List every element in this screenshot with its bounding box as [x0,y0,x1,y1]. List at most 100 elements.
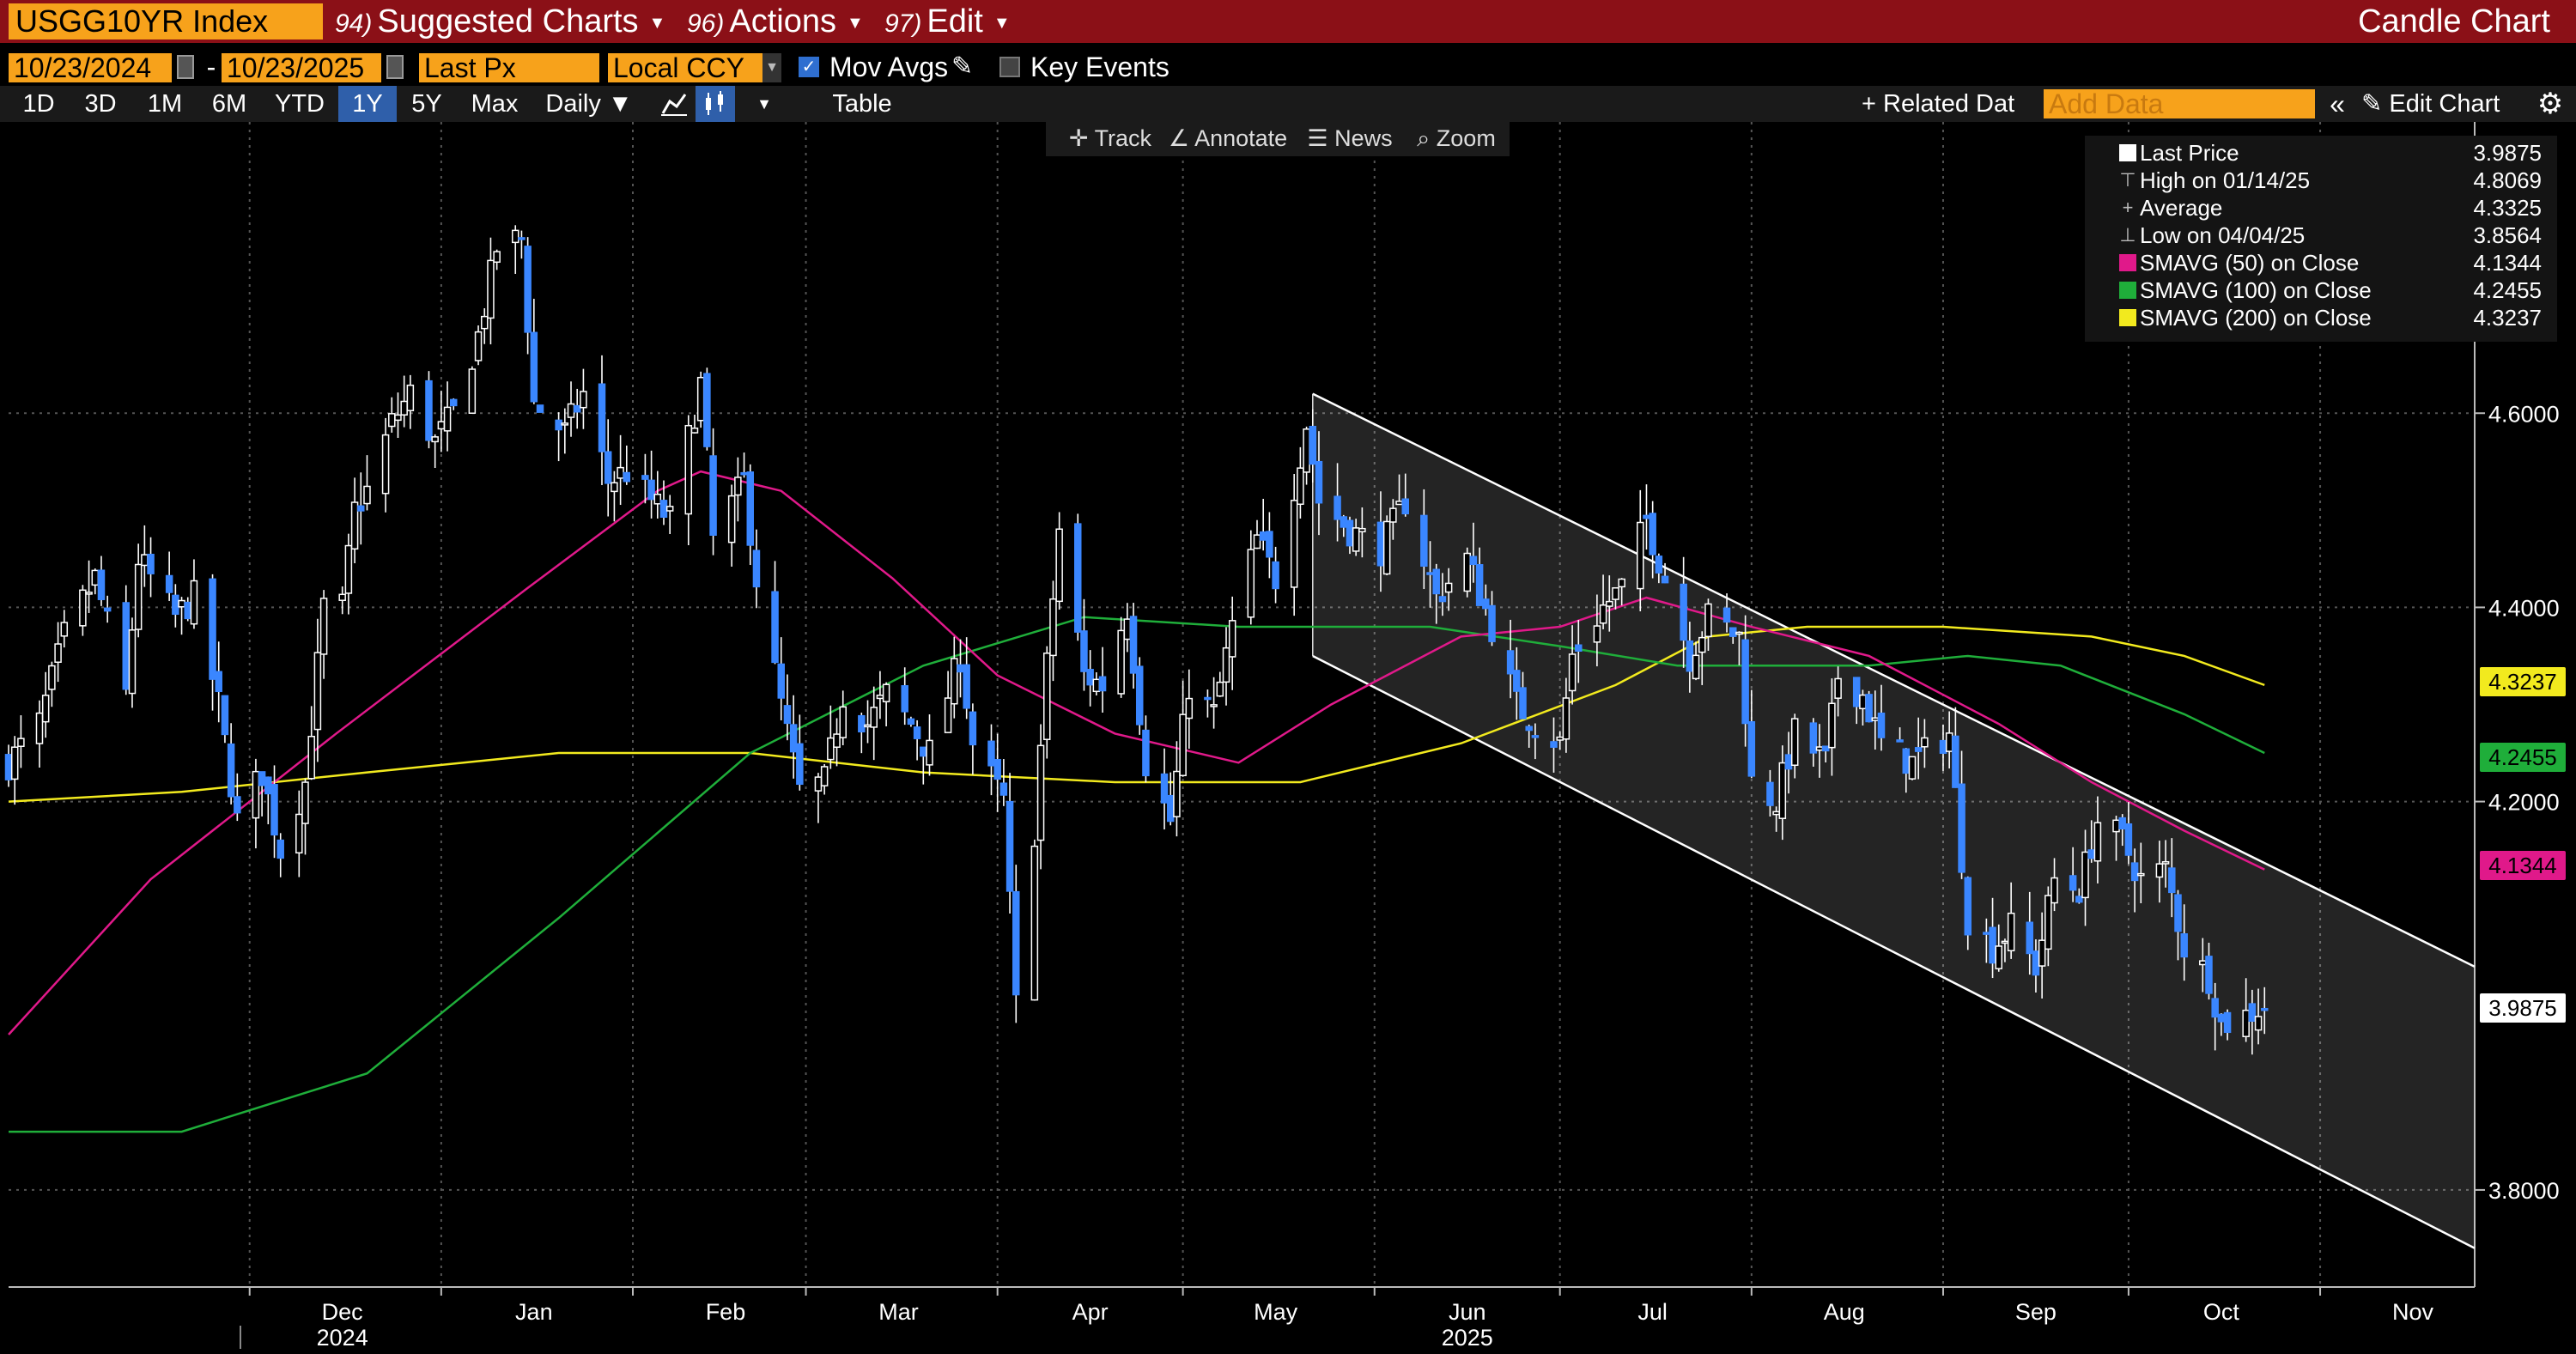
suggested-charts-menu[interactable]: 94) Suggested Charts ▼ [335,0,665,43]
candle-body [85,592,93,595]
candle-body [1606,600,1613,607]
price-tag: 3.9875 [2480,993,2566,1023]
annotate-tool[interactable]: ∠ Annotate [1159,120,1297,156]
candle-body [1210,704,1218,707]
range-6m-button[interactable]: 6M [211,90,247,118]
legend-swatch [2119,254,2136,271]
candle-body [1185,697,1194,720]
candle-body [1686,640,1694,672]
chevron-down-icon[interactable]: ▼ [756,95,772,112]
candle-body [172,594,179,616]
candle-body [882,683,890,702]
range-1y-button[interactable]: 1Y [338,86,397,122]
actions-menu[interactable]: 96) Actions ▼ [687,0,864,43]
legend-swatch [2119,282,2136,299]
range-ytd-button[interactable]: YTD [275,90,325,118]
mov-avgs-checkbox[interactable]: ✓ [799,57,819,77]
line-chart-icon[interactable] [654,86,694,122]
candle-body [814,776,823,792]
key-events-checkbox[interactable] [999,57,1020,77]
calendar-icon[interactable] [177,55,194,79]
candle-body [1204,696,1212,701]
candle-body [425,379,433,441]
collapse-left-icon[interactable]: « [2330,88,2345,119]
candle-body [1012,890,1020,996]
candle-body [1506,650,1515,675]
range-5y-button[interactable]: 5Y [411,90,442,118]
candle-body [1877,712,1886,738]
zoom-tool[interactable]: ⌕ Zoom [1403,120,1510,156]
candle-body [901,685,908,713]
candle-body [431,436,439,443]
pencil-icon[interactable]: ✎ [951,52,974,81]
candle-body [1556,736,1564,741]
chart-type-title: Candle Chart [2358,3,2550,39]
chart-area[interactable]: 4.6000 4.4000 4.2000 3.8000 Dec Jan Feb Mar Apr M… [0,122,2576,1351]
candle-body [951,658,958,705]
candle-body [1828,702,1836,749]
candle-body [530,331,538,403]
related-data-button[interactable]: + Related Dat [1862,86,2033,122]
candle-body [1995,945,2003,969]
chart-legend: Last Price 3.9875 ⊤ High on 01/14/25 4.8069… [2085,136,2557,342]
zoom-label: Zoom [1436,125,1496,151]
range-1d-button[interactable]: 1D [22,90,55,118]
table-button[interactable]: Table [832,90,892,118]
end-date-field[interactable]: 10/23/2025 [222,53,381,82]
candle-body [1080,630,1088,672]
calendar-icon[interactable] [386,55,404,79]
candle-body [480,315,489,330]
candle-body [357,505,365,512]
edit-menu[interactable]: 97) Edit ▼ [884,0,1011,43]
candle-body [1865,694,1873,723]
pencil-icon: ✎ [2361,90,2390,118]
legend-name: Low on 04/04/25 [2140,222,2306,248]
legend-value: 4.8069 [2473,167,2542,193]
low-marker-icon: ⊥ [2119,224,2136,246]
candle-body [1513,670,1521,692]
caret-down-icon: ▼ [648,13,666,33]
candle-body [79,589,87,627]
candle-body [1005,800,1014,892]
candle-chart[interactable]: 4.6000 4.4000 4.2000 3.8000 Dec Jan Feb Mar Apr M… [0,122,2576,1351]
field-selector[interactable]: Last Px [419,53,599,82]
range-toolbar: 1D 3D 1M 6M YTD 1Y 5Y Max Daily ▼ ▼ Tabl… [0,86,2576,122]
candle-body [2137,872,2145,877]
candle-body [276,839,284,859]
candle-body [518,237,526,240]
candle-body [128,629,137,695]
candle-body [957,664,964,673]
candle-body [1352,527,1360,552]
gear-icon[interactable]: ⚙ [2537,88,2564,120]
range-1m-button[interactable]: 1M [147,90,183,118]
x-tick-label: Dec [322,1299,363,1325]
chevron-down-icon[interactable]: ▼ [762,53,781,82]
candle-body [2044,895,2052,950]
track-tool[interactable]: ✛ Track [1046,120,1175,156]
frequency-dropdown[interactable]: Daily ▼ [538,86,641,122]
candle-body [1272,561,1279,590]
start-date-field[interactable]: 10/23/2024 [9,53,172,82]
range-max-button[interactable]: Max [471,90,519,118]
news-tool[interactable]: ☰ News [1297,120,1403,156]
date-separator: - [206,52,216,82]
candle-body [35,712,44,744]
add-data-input[interactable]: Add Data [2044,89,2315,118]
ticker-field[interactable]: USGG10YR Index [9,3,323,39]
candle-body [580,391,587,409]
candle-body [1401,498,1409,515]
sma50-line [8,470,2265,1035]
candle-body [97,569,106,600]
menu-number: 94) [335,9,373,38]
candle-body [1747,720,1756,777]
legend-name: SMAVG (50) on Close [2140,250,2360,276]
candle-body [1871,717,1880,721]
channel-lower-line [1312,654,2476,1249]
edit-chart-button[interactable]: ✎ Edit Chart [2361,86,2533,122]
candle-chart-icon[interactable] [696,86,735,122]
candle-body [827,737,835,761]
currency-selector[interactable]: Local CCY [608,53,762,82]
candle-body [709,455,717,536]
candle-body [2223,1011,2232,1034]
range-3d-button[interactable]: 3D [84,90,117,118]
